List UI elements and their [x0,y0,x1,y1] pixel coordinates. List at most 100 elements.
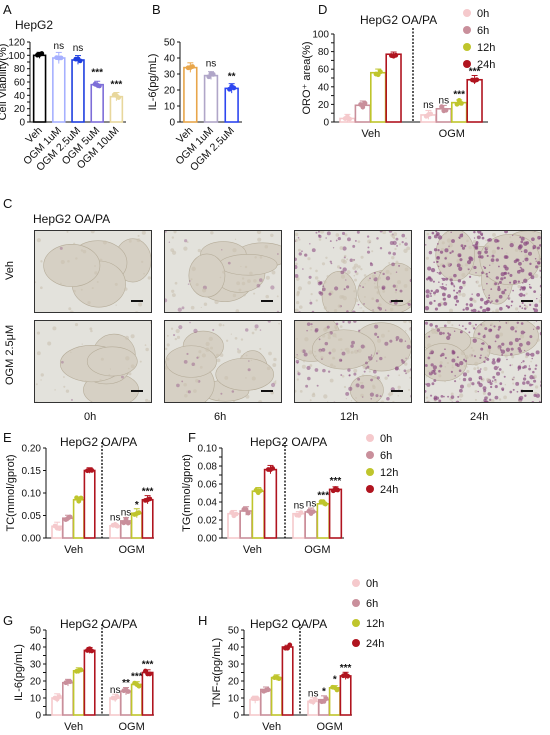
legend-marker [463,26,471,34]
bar [72,669,85,716]
y-tick-label: 0.04 [198,498,218,509]
legend-label: 12h [380,467,398,479]
y-tick-label: 20 [164,86,176,97]
data-point [323,696,329,702]
bar [141,498,154,539]
data-point [121,520,127,526]
data-point [270,465,276,471]
legend-marker [352,599,360,607]
bar [385,53,402,123]
micrograph-texture [35,231,151,312]
y-tick-label: 0.05 [22,511,42,522]
y-tick-label: 0 [233,711,239,722]
data-point [298,510,304,516]
chart-title: HepG2 OA/PA [60,435,137,449]
legend-marker [352,639,360,647]
significance-label: * [333,675,337,686]
y-tick-label: 0 [169,118,175,129]
data-point [56,526,62,531]
y-axis-title: TG(mmol/gprot) [181,454,193,532]
y-tick-label: 0.08 [198,462,218,473]
y-tick-label: 50 [30,626,42,637]
y-tick-label: 0.20 [22,444,42,455]
bar [224,87,239,123]
bar [369,71,387,123]
panel-label-f: F [188,430,196,445]
significance-label: *** [317,490,329,501]
y-tick-label: 0 [35,711,41,722]
y-axis-title: ORO⁺ area(%) [301,41,313,114]
significance-label: ns [306,499,317,510]
legend-label: 6h [380,450,392,462]
legend-marker [366,485,374,493]
legend-label: 24h [380,484,398,496]
significance-label: *** [91,68,103,79]
significance-label: *** [453,89,465,100]
data-point [77,58,83,64]
legend-label: 24h [366,638,384,650]
y-axis-title: TNF-α(pg/mL) [211,638,223,707]
data-point [378,69,383,75]
panel-label-e: E [3,430,12,445]
chart-title: HepG2 OA/PA [250,617,327,631]
chart-title: HepG2 OA/PA [60,617,137,631]
bar [32,54,47,123]
group-label: Veh [64,544,83,556]
group-label: Veh [64,721,83,733]
y-tick-label: 10 [228,694,240,705]
data-point [190,64,195,69]
row-label-ogm: OGM 2.5μM [4,324,16,385]
data-point [287,642,293,648]
y-tick-label: 40 [164,54,176,65]
data-point [125,520,131,526]
bar [83,469,96,539]
bar [61,681,74,716]
legend-marker [463,43,471,51]
scale-bar [521,300,533,302]
y-tick-label: 0 [19,118,25,129]
y-axis-title: TC(mmol/gprot) [5,454,17,531]
y-tick-label: 20 [318,100,330,111]
data-point [56,694,62,700]
y-tick-label: 10 [164,102,176,113]
row-label-veh: Veh [4,261,16,280]
chart-title: HepG2 [15,18,53,32]
micrograph-texture [425,321,541,402]
data-point [335,487,341,493]
chart-title: HepG2 OA/PA [250,435,327,449]
chart-title: HepG2 OA/PA [360,13,437,27]
group-label: OGM [304,544,330,556]
data-point [114,523,120,529]
data-point [459,100,464,106]
data-point [147,496,153,502]
data-point [428,111,434,117]
micrograph-veh-6h [164,230,282,313]
data-point [89,467,95,473]
significance-label: ** [122,678,130,689]
data-point [254,696,260,701]
legend-label: 6h [477,25,489,37]
data-point [443,107,449,113]
data-point [67,514,73,520]
scale-bar [521,390,533,392]
micrograph-veh-0h [34,230,152,313]
y-tick-label: 40 [30,643,42,654]
panel-label-b: B [152,2,161,17]
significance-label: ns [121,508,132,519]
data-point [362,100,368,106]
legend-marker [463,9,471,17]
data-point [334,687,340,693]
data-point [312,696,318,702]
panel-label-g: G [3,613,13,628]
group-label: Veh [243,544,262,556]
y-tick-label: 80 [318,47,330,58]
bar [270,676,283,716]
micrograph-title: HepG2 OA/PA [33,212,111,226]
micrograph-texture [165,321,281,402]
group-label: Veh [262,721,281,733]
bar [52,57,66,123]
data-point [393,52,399,58]
legend-label: 0h [366,578,378,590]
significance-label: *** [340,663,352,674]
y-tick-label: 0.00 [198,534,218,545]
